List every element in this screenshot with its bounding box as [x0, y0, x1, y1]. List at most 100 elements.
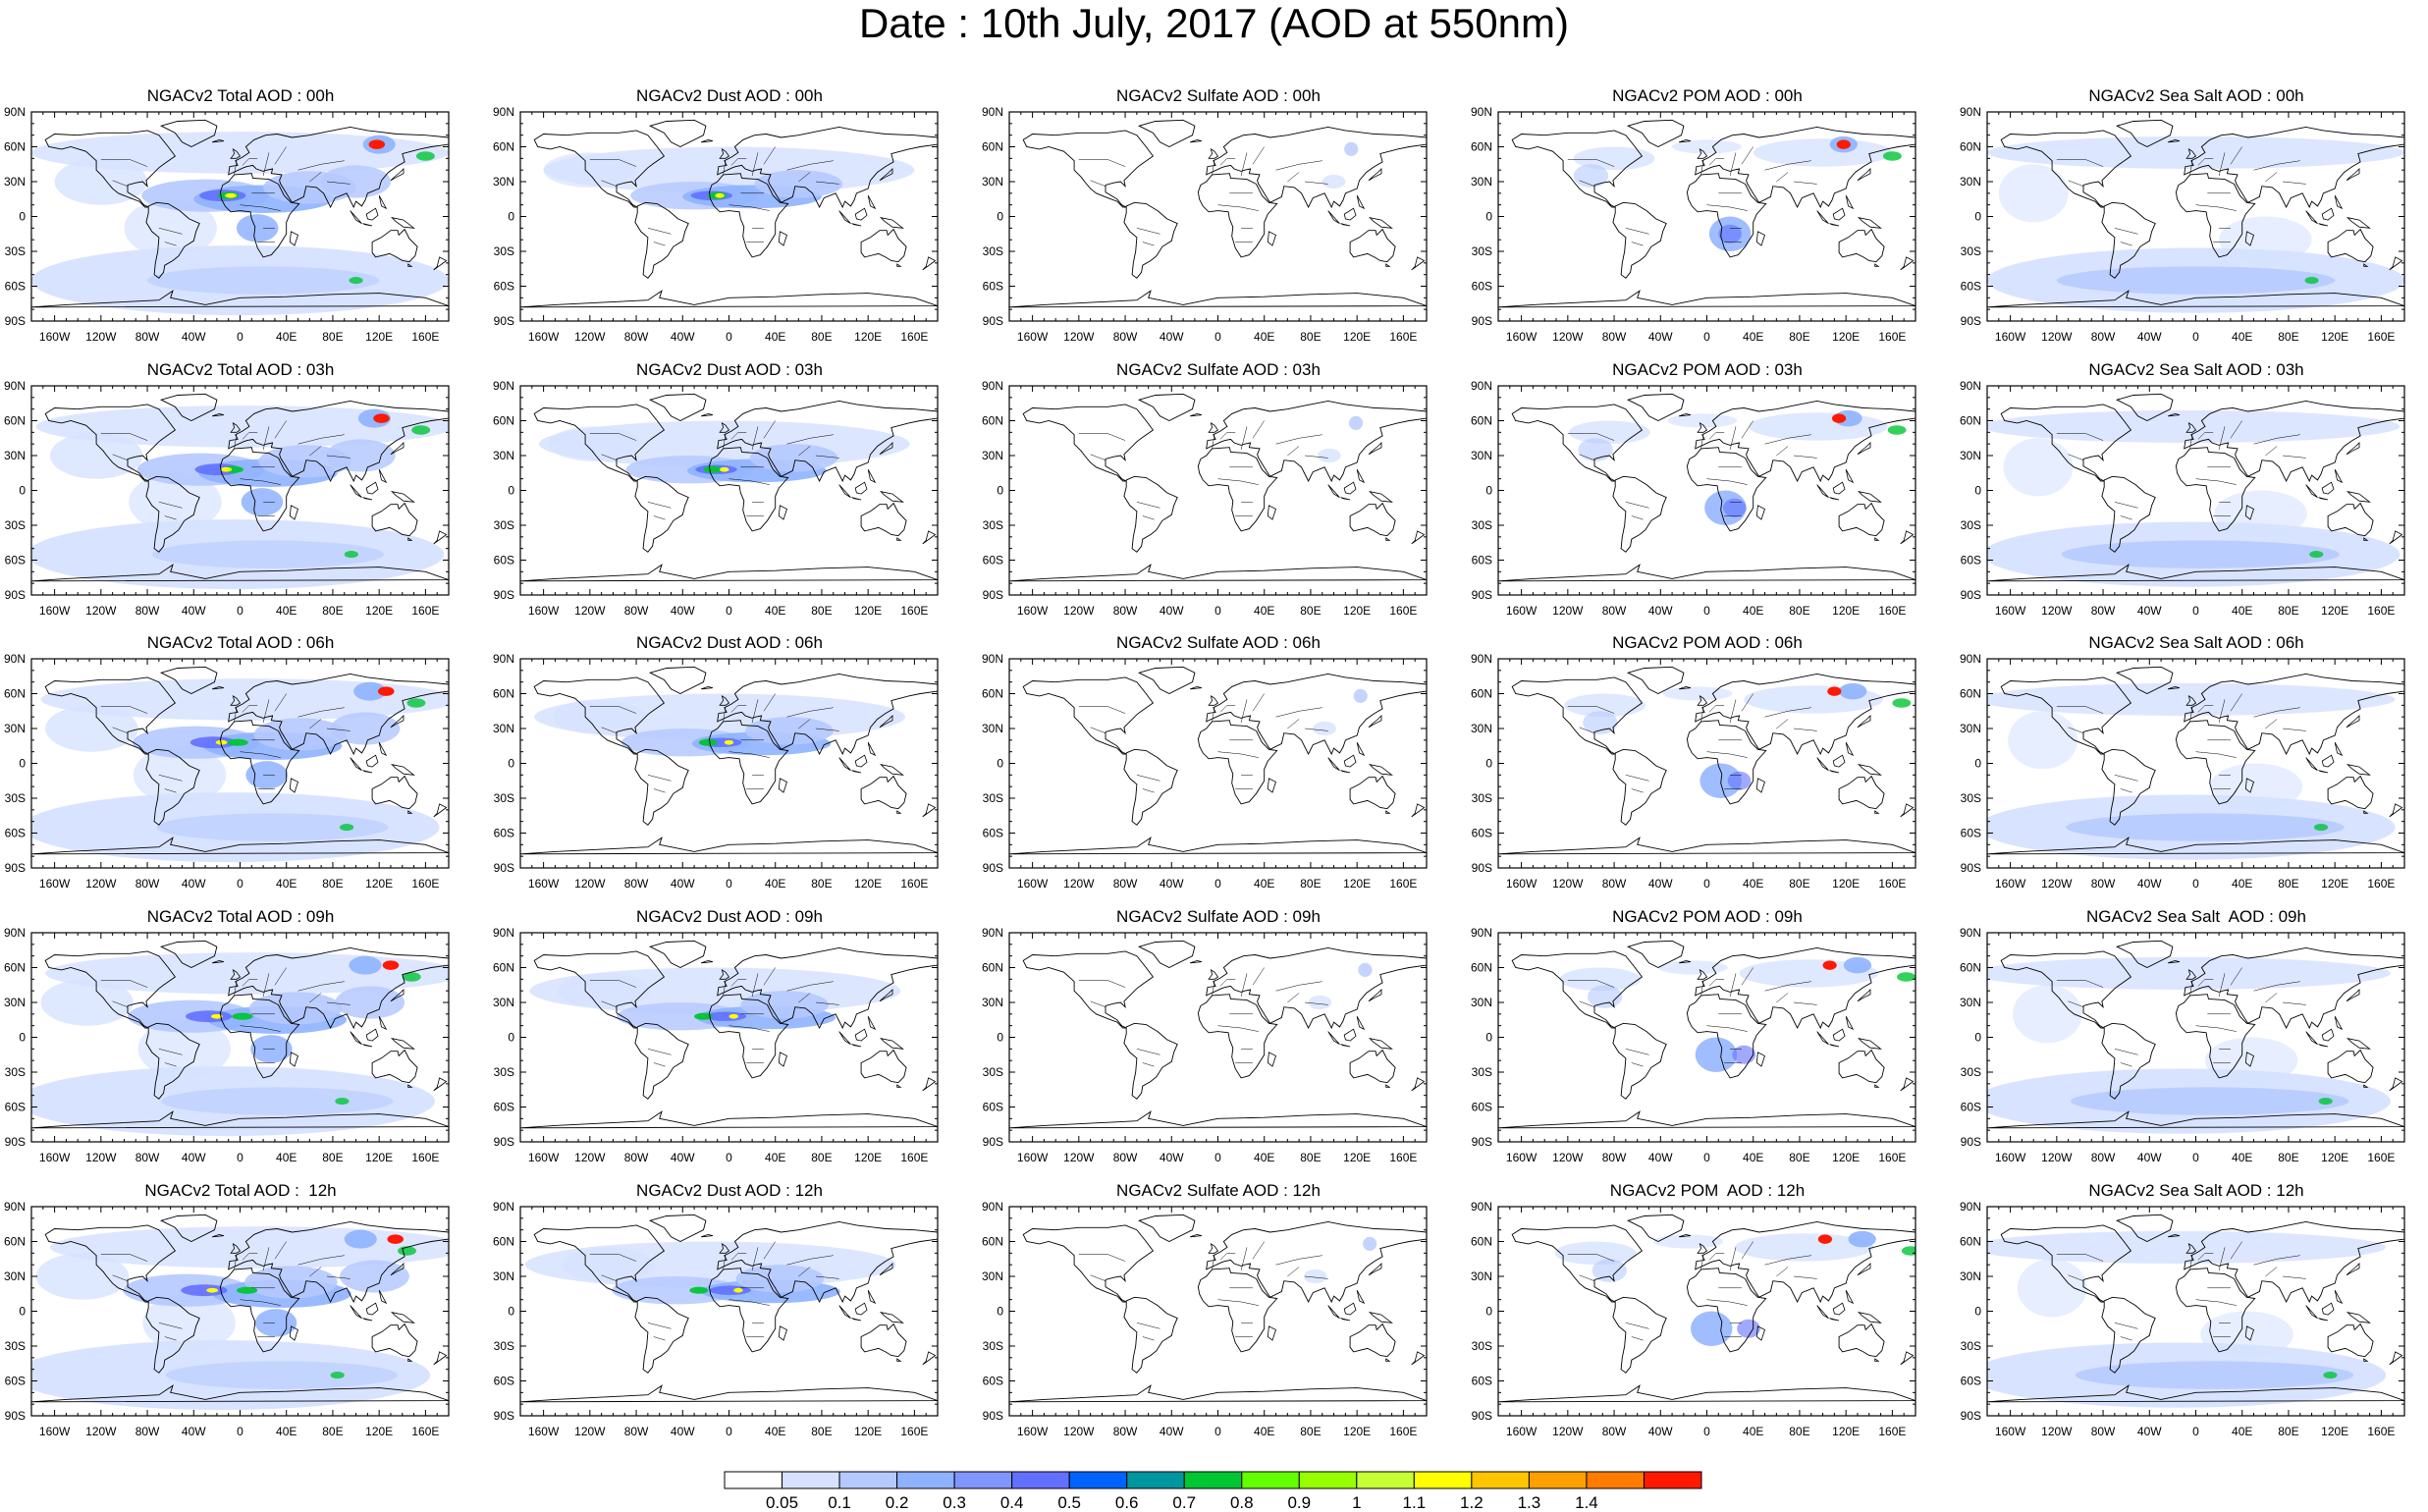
island — [2185, 422, 2197, 433]
lat-label: 60N — [4, 140, 26, 154]
lon-label: 40E — [765, 877, 785, 891]
island — [2168, 1233, 2181, 1238]
lat-label: 90S — [1961, 1135, 1981, 1149]
lat-label: 30S — [1472, 244, 1492, 258]
map-plot: 90N 60N 30N 0 30S 60S 90S 160W 120W 80W 40W 0 40E 80E… — [1960, 379, 2405, 618]
lon-label: 0 — [726, 1425, 732, 1438]
aod-region — [1836, 139, 1851, 149]
lon-label: 160W — [1506, 330, 1538, 344]
lon-label: 0 — [1703, 1151, 1710, 1164]
continent-antarctica — [31, 1384, 449, 1403]
continent-north-america — [1022, 1224, 1155, 1303]
island — [1832, 481, 1846, 495]
island — [854, 1302, 868, 1316]
map-plot: 90N 60N 30N 0 30S 60S 90S 160W 120W 80W 40W 0 40E 80E… — [493, 105, 939, 344]
aod-region — [694, 1012, 713, 1020]
continent-south-america — [2101, 1296, 2156, 1374]
aerosol-field — [1987, 386, 2404, 595]
aod-region — [1363, 1236, 1377, 1251]
island — [851, 1318, 862, 1322]
aod-region — [1749, 412, 1888, 441]
country-border — [1304, 1001, 1328, 1005]
lon-label: 160W — [39, 877, 71, 891]
island — [867, 742, 877, 757]
lon-label: 120E — [1343, 877, 1371, 891]
aod-region — [1573, 164, 1609, 188]
lon-label: 0 — [237, 604, 243, 618]
lon-label: 80W — [1602, 330, 1627, 344]
continent-antarctica — [31, 564, 449, 582]
island — [2346, 442, 2360, 456]
lon-label: 40W — [671, 1151, 695, 1164]
island — [1327, 210, 1340, 224]
panel-title: NGACv2 Total AOD : 09h — [146, 907, 335, 926]
island — [1857, 764, 1882, 776]
continent-eurasia — [1695, 673, 1915, 756]
country-border — [164, 242, 177, 246]
aod-region — [543, 152, 637, 188]
lat-label: 60N — [493, 414, 514, 428]
lat-label: 90S — [5, 861, 26, 875]
island — [1755, 1052, 1765, 1067]
lon-label: 120E — [365, 877, 393, 891]
island — [1368, 168, 1382, 182]
country-border — [1136, 775, 1160, 782]
aerosol-field — [1009, 112, 1427, 321]
country-border — [1136, 502, 1160, 509]
lon-label: 120W — [85, 877, 117, 891]
aod-region — [715, 192, 725, 198]
aod-region — [728, 1013, 738, 1019]
island — [1845, 1290, 1855, 1305]
lon-label: 160W — [1995, 330, 2026, 344]
lat-label: 0 — [19, 484, 26, 498]
lat-label: 90N — [4, 1200, 26, 1214]
country-border — [158, 1323, 183, 1329]
country-border — [2265, 719, 2278, 729]
country-border — [589, 1254, 637, 1262]
island — [362, 223, 373, 227]
continent-greenland — [1626, 666, 1685, 695]
island — [1267, 778, 1276, 793]
panel-title: NGACv2 Dust AOD : 03h — [636, 360, 823, 379]
lon-label: 40W — [1160, 1425, 1184, 1438]
aod-region — [1344, 141, 1359, 156]
aerosol-field — [1987, 112, 2404, 321]
continent-north-america — [2000, 1224, 2132, 1303]
country-border — [2282, 455, 2306, 459]
country-border — [1090, 727, 1106, 733]
aod-region — [325, 439, 396, 472]
continent-australia — [371, 502, 418, 537]
lon-label: 0 — [1703, 330, 1710, 344]
island — [1208, 695, 1219, 706]
lat-label: 0 — [1485, 484, 1492, 498]
continent-africa — [2175, 994, 2256, 1079]
continent-south-america — [1612, 475, 1667, 553]
continent-north-america — [533, 950, 666, 1029]
continent-north-america — [533, 404, 666, 482]
continent-greenland — [1137, 393, 1196, 422]
island — [2244, 231, 2254, 246]
map-plot: 90N 60N 30N 0 30S 60S 90S 160W 120W 80W 40W 0 40E 80E… — [1960, 105, 2405, 344]
island — [1900, 1077, 1915, 1092]
continent-antarctica — [1498, 564, 1915, 582]
aod-region — [1667, 413, 1738, 428]
country-border — [1706, 478, 1748, 485]
lat-label: 60S — [494, 1375, 514, 1388]
country-border — [1304, 181, 1328, 185]
aod-region — [137, 1019, 232, 1078]
island — [851, 1044, 862, 1048]
aod-region — [1653, 1234, 1724, 1249]
lat-label: 0 — [1485, 1031, 1492, 1045]
lat-label: 90S — [494, 861, 514, 875]
country-border — [297, 707, 345, 718]
aerosol-field — [1498, 659, 1915, 868]
island — [778, 505, 787, 520]
country-border — [730, 432, 747, 440]
country-border — [2195, 1299, 2237, 1306]
island — [1343, 754, 1357, 768]
coastlines — [1498, 393, 1915, 582]
lon-label: 120W — [1552, 1425, 1584, 1438]
aerosol-field — [31, 933, 449, 1142]
country-border — [2114, 1323, 2138, 1329]
lon-label: 0 — [726, 1151, 732, 1164]
